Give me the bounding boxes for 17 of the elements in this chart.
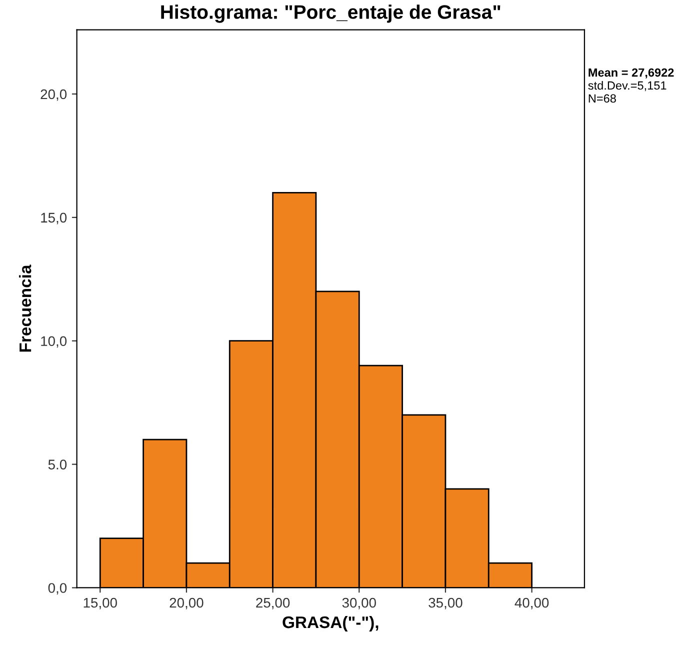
y-tick-label: 10,0 bbox=[41, 336, 67, 348]
y-tick-label: 5.0 bbox=[48, 460, 67, 470]
chart-title: Histo.grama: "Porc_entaje de Grasa" bbox=[161, 4, 500, 23]
x-tick-label: 30,00 bbox=[342, 598, 376, 610]
x-tick-label: 40,00 bbox=[514, 598, 549, 610]
text: N=68 bbox=[588, 94, 616, 103]
x-tick-label: 15,00 bbox=[84, 598, 117, 610]
x-tick-label: 35,00 bbox=[428, 598, 462, 610]
text: Mean = 27,6922 bbox=[588, 68, 674, 78]
x-tick-label: 20,00 bbox=[170, 598, 204, 610]
x-axis-title: GRASA("-"), bbox=[282, 616, 378, 632]
y-tick-label: 0,0 bbox=[48, 583, 67, 595]
x-tick-label: 25,00 bbox=[256, 598, 290, 610]
y-axis-title: Frecuencia bbox=[18, 264, 32, 352]
text: std.Dev.=5,151 bbox=[588, 81, 666, 92]
y-tick-label: 15,0 bbox=[41, 212, 67, 224]
y-tick-label: 20,0 bbox=[40, 89, 67, 101]
